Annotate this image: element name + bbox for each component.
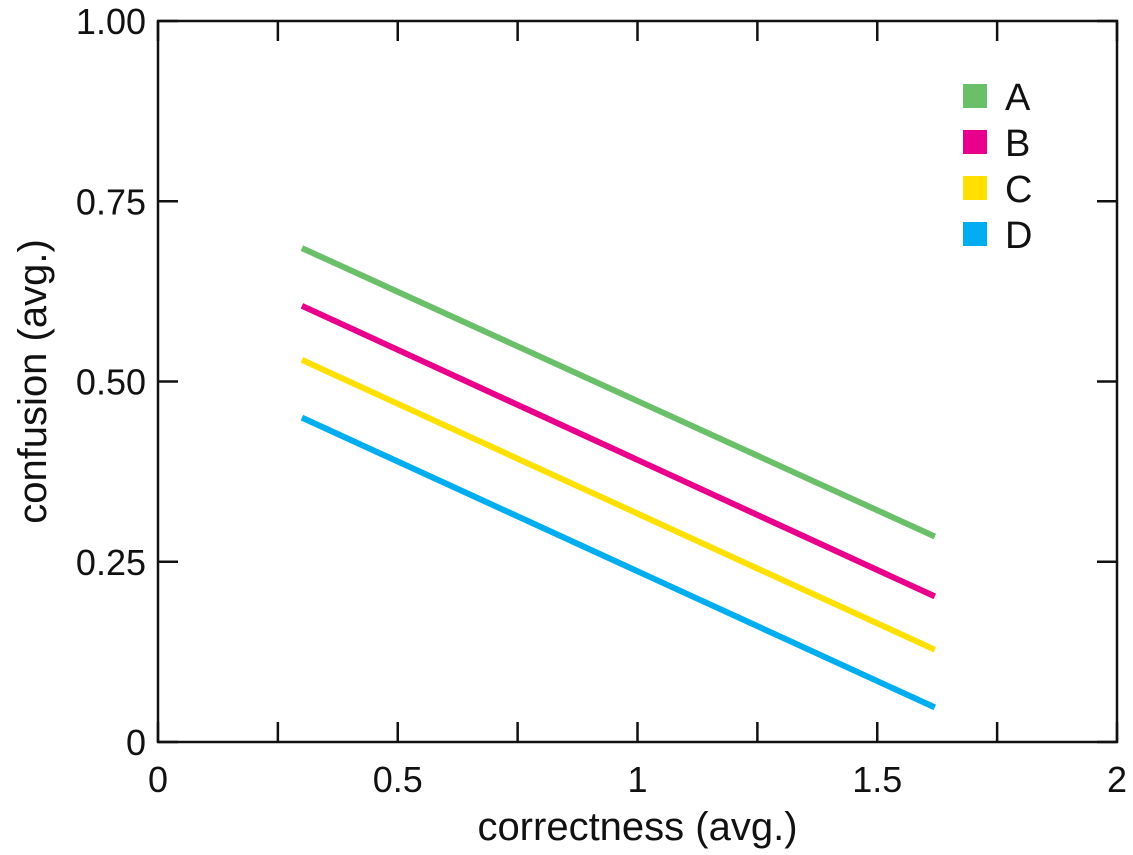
x-tick-label: 1.5 <box>852 759 902 800</box>
x-tick-label: 2 <box>1107 759 1127 800</box>
series-line-b <box>300 303 937 600</box>
legend-label-b: B <box>1005 123 1030 165</box>
x-axis-label: correctness (avg.) <box>477 805 797 849</box>
legend-label-c: C <box>1005 169 1032 211</box>
series-line-a <box>300 245 937 540</box>
y-tick-label: 1.00 <box>76 1 146 42</box>
x-tick-label: 1 <box>627 759 647 800</box>
legend-swatch-b <box>963 130 987 154</box>
y-tick-label: 0 <box>126 722 146 763</box>
y-axis-label: confusion (avg.) <box>11 239 55 524</box>
legend-swatch-d <box>963 222 987 246</box>
series-line-c <box>300 357 937 653</box>
legend-label-d: D <box>1005 215 1032 257</box>
legend-label-a: A <box>1005 77 1031 119</box>
y-tick-label: 0.25 <box>76 542 146 583</box>
y-tick-label: 0.50 <box>76 362 146 403</box>
legend-swatch-c <box>963 176 987 200</box>
x-tick-label: 0 <box>148 759 168 800</box>
x-tick-label: 0.5 <box>373 759 423 800</box>
series-line-d <box>300 414 937 711</box>
y-tick-label: 0.75 <box>76 181 146 222</box>
legend-swatch-a <box>963 84 987 108</box>
plot-frame <box>156 19 1119 744</box>
